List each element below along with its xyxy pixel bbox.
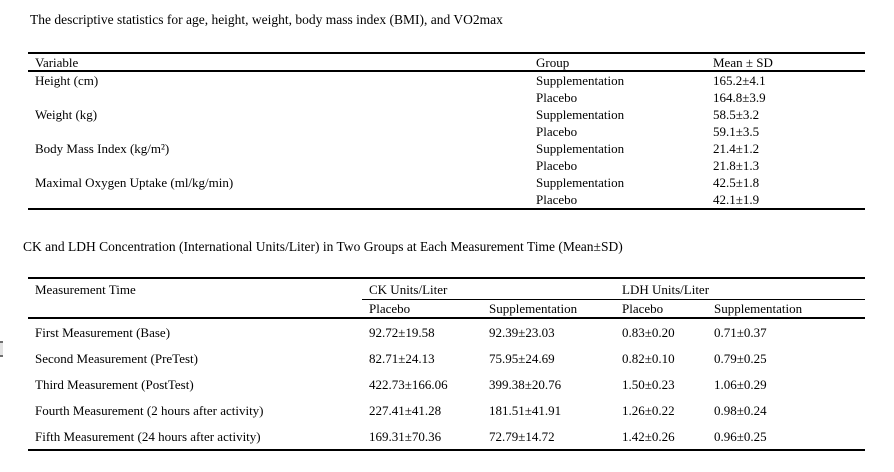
table-cell	[28, 123, 529, 140]
table-row: Body Mass Index (kg/m²) Supplementation 21…	[28, 140, 865, 157]
table2-caption: CK and LDH Concentration (International …	[23, 239, 623, 254]
table-row: Weight (kg) Supplementation 58.5±3.2	[28, 106, 865, 123]
table-cell: 21.8±1.3	[713, 158, 760, 173]
descriptive-statistics-table: Variable Group Mean ± SD Height (cm) Supp…	[28, 52, 865, 210]
table-cell: 181.51±41.91	[489, 402, 562, 418]
table-cell: 82.71±24.13	[369, 350, 435, 366]
table-cell	[28, 89, 529, 106]
table2-body: First Measurement (Base) 92.72±19.58 92.39…	[28, 318, 865, 450]
col-header-mean-sd: Mean ± SD	[706, 53, 865, 72]
table2-group-header-row: Measurement Time CK Units/Liter LDH Unit…	[28, 278, 866, 319]
col-header-ck-supplementation: Supplementation	[482, 299, 616, 319]
table-row: Third Measurement (PostTest) 422.73±166.0…	[28, 371, 865, 397]
table-cell: Supplementation	[536, 175, 625, 190]
table-row: Placebo 42.1±1.9	[28, 191, 865, 209]
table-cell	[28, 191, 529, 209]
table-cell: 1.50±0.23	[622, 376, 675, 392]
table1-caption: The descriptive statistics for age, heig…	[30, 12, 503, 27]
table-cell: Second Measurement (PreTest)	[35, 350, 198, 366]
table-cell: 59.1±3.5	[713, 124, 760, 139]
table-row: Maximal Oxygen Uptake (ml/kg/min) Supplem…	[28, 174, 865, 191]
table-cell: 0.79±0.25	[714, 350, 767, 366]
table-cell: Third Measurement (PostTest)	[35, 376, 194, 392]
col-header-ck-placebo: Placebo	[362, 299, 482, 319]
table-cell: Supplementation	[536, 73, 625, 88]
table-cell: Fifth Measurement (24 hours after activi…	[35, 428, 261, 444]
table-cell: 92.72±19.58	[369, 324, 435, 340]
table-cell: 165.2±4.1	[713, 73, 766, 88]
table-cell: Placebo	[536, 158, 578, 173]
table-cell: 0.71±0.37	[714, 324, 767, 340]
table-cell: Supplementation	[536, 107, 625, 122]
table-cell: 169.31±70.36	[369, 428, 442, 444]
table-row: First Measurement (Base) 92.72±19.58 92.39…	[28, 318, 865, 345]
table-cell: 1.06±0.29	[714, 376, 767, 392]
col-header-variable: Variable	[28, 53, 529, 72]
table-cell: 72.79±14.72	[489, 428, 555, 444]
table1-body: Height (cm) Supplementation 165.2±4.1 Place…	[28, 71, 865, 209]
table-cell: Placebo	[536, 90, 578, 105]
table-cell: Supplementation	[536, 141, 625, 156]
table-row: Fifth Measurement (24 hours after activi…	[28, 423, 865, 450]
table-row: Placebo 21.8±1.3	[28, 157, 865, 174]
table-cell: 0.98±0.24	[714, 402, 767, 418]
table-cell: Weight (kg)	[35, 107, 98, 122]
table-cell: 1.26±0.22	[622, 402, 675, 418]
table-cell	[28, 157, 529, 174]
col-header-ck-units: CK Units/Liter	[362, 278, 616, 300]
table-cell: 399.38±20.76	[489, 376, 562, 392]
col-header-ldh-supplementation: Supplementation	[707, 299, 866, 319]
table-cell: 422.73±166.06	[369, 376, 448, 392]
table-cell: Placebo	[536, 124, 578, 139]
page-edge-scan-artifact	[0, 341, 3, 357]
table2-sub-header-row: Placebo Supplementation Placebo Suppleme…	[28, 299, 866, 319]
table-cell: 21.4±1.2	[713, 141, 760, 156]
table-cell: 75.95±24.69	[489, 350, 555, 366]
table-row: Height (cm) Supplementation 165.2±4.1	[28, 71, 865, 89]
table-cell: Height (cm)	[35, 73, 99, 88]
table-row: Placebo 59.1±3.5	[28, 123, 865, 140]
table-cell: First Measurement (Base)	[35, 324, 171, 340]
table-cell: 42.1±1.9	[713, 192, 760, 207]
table-cell: Fourth Measurement (2 hours after activi…	[35, 402, 264, 418]
table-cell: Body Mass Index (kg/m²)	[35, 141, 170, 156]
col-header-ldh-units: LDH Units/Liter	[615, 278, 866, 300]
table-row: Placebo 164.8±3.9	[28, 89, 865, 106]
table-cell: Placebo	[536, 192, 578, 207]
table-cell: 58.5±3.2	[713, 107, 760, 122]
col-header-measurement-time: Measurement Time	[28, 278, 362, 319]
table-cell: 42.5±1.8	[713, 175, 760, 190]
col-header-group: Group	[529, 53, 706, 72]
table-row: Second Measurement (PreTest) 82.71±24.13 7…	[28, 345, 865, 371]
ck-ldh-concentration-table: Measurement Time CK Units/Liter LDH Unit…	[28, 277, 866, 451]
table-cell: 164.8±3.9	[713, 90, 766, 105]
col-header-ldh-placebo: Placebo	[615, 299, 708, 319]
table-row: Fourth Measurement (2 hours after activi…	[28, 397, 865, 423]
table-cell: 1.42±0.26	[622, 428, 675, 444]
table-cell: 227.41±41.28	[369, 402, 442, 418]
table-cell: 0.82±0.10	[622, 350, 675, 366]
table-cell: 0.96±0.25	[714, 428, 767, 444]
table-cell: 92.39±23.03	[489, 324, 555, 340]
table-cell: Maximal Oxygen Uptake (ml/kg/min)	[35, 175, 234, 190]
table-cell: 0.83±0.20	[622, 324, 675, 340]
table1-header-row: Variable Group Mean ± SD	[28, 53, 865, 72]
